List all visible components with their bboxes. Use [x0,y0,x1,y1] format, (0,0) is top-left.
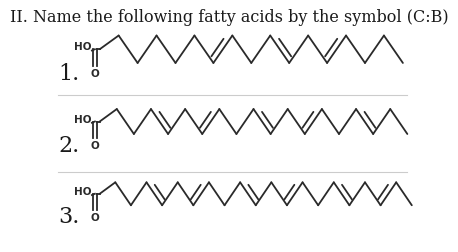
Text: O: O [91,213,99,223]
Text: O: O [91,69,99,79]
Text: 3.: 3. [58,206,80,228]
Text: 1.: 1. [58,63,79,85]
Text: O: O [91,141,99,151]
Text: II. Name the following fatty acids by the symbol (C:B): II. Name the following fatty acids by th… [10,9,448,26]
Text: 2.: 2. [58,135,79,157]
Text: HO: HO [74,43,92,52]
Text: HO: HO [74,187,92,197]
Text: HO: HO [74,115,92,125]
